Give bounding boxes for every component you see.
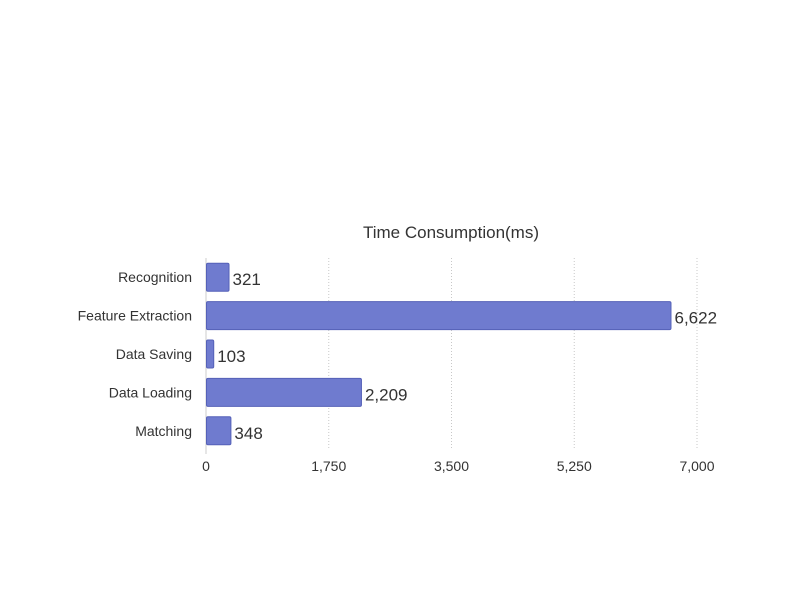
x-tick-label: 3,500 xyxy=(434,458,469,474)
x-tick-label: 7,000 xyxy=(679,458,714,474)
x-tick-label: 5,250 xyxy=(557,458,592,474)
data-label: 321 xyxy=(233,270,261,289)
data-label: 103 xyxy=(217,347,245,366)
bar xyxy=(206,301,672,331)
category-label: Feature Extraction xyxy=(78,308,192,324)
category-label: Data Loading xyxy=(109,384,192,400)
bars xyxy=(206,262,672,446)
grid-lines xyxy=(205,258,698,454)
data-label: 2,209 xyxy=(365,385,408,404)
category-labels: Recognition Feature Extraction Data Saving… xyxy=(78,269,192,439)
category-label: Recognition xyxy=(118,269,192,285)
bar xyxy=(206,377,362,407)
data-label: 348 xyxy=(234,424,262,443)
bar xyxy=(206,339,215,369)
data-labels: 321 6,622 103 2,209 348 xyxy=(217,270,717,443)
bar xyxy=(206,262,230,292)
data-label: 6,622 xyxy=(674,309,717,328)
chart-title: Time Consumption(ms) xyxy=(363,223,539,242)
x-axis-ticks: 0 1,750 3,500 5,250 7,000 xyxy=(202,458,715,474)
category-label: Matching xyxy=(135,423,192,439)
bar xyxy=(206,416,232,446)
category-label: Data Saving xyxy=(116,346,192,362)
x-tick-label: 1,750 xyxy=(311,458,346,474)
x-tick-label: 0 xyxy=(202,458,210,474)
